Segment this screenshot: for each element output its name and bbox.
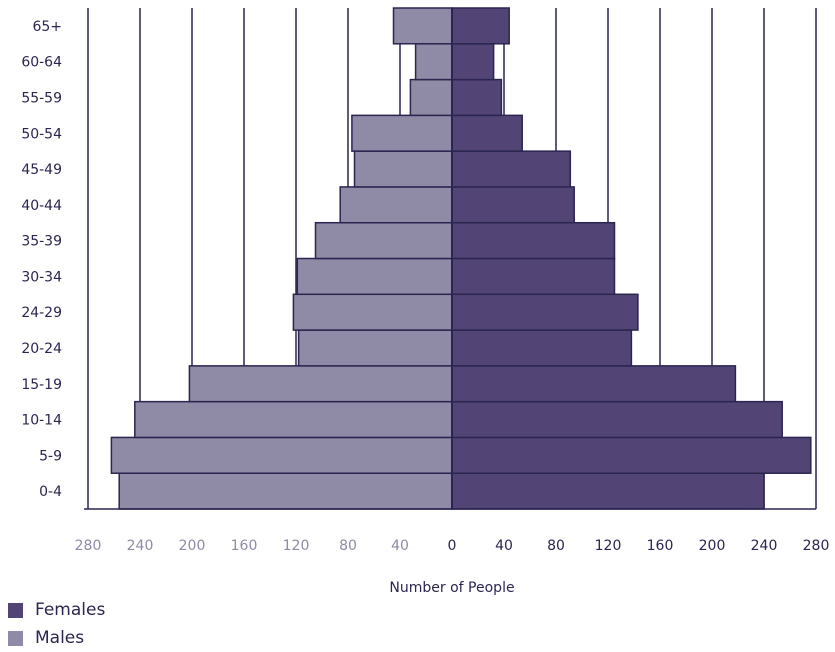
- bar-males-35-39: [314, 221, 453, 260]
- bar-females-15-19: [451, 365, 737, 403]
- y-tick-label: 65+: [32, 19, 62, 35]
- x-tick-label: 80: [547, 538, 565, 554]
- legend-swatch-females: [8, 602, 23, 618]
- bar-males-0-4: [118, 472, 453, 510]
- bar-females-50-54: [451, 114, 523, 152]
- x-tick-label: 160: [647, 538, 674, 554]
- bar-females-45-49: [451, 150, 572, 188]
- legend-label-males: Males: [35, 628, 85, 648]
- bar-males-10-14: [134, 400, 453, 439]
- legend-item-females: Females: [8, 596, 105, 624]
- x-tick-labels: 280 240 200 160 120 80 40 0 40 80 120 160 200 240 280: [75, 538, 830, 554]
- bar-females-60-64: [451, 43, 495, 81]
- x-tick-label: 240: [751, 538, 778, 554]
- x-tick-label: 200: [179, 538, 206, 554]
- legend-label-females: Females: [35, 600, 106, 620]
- x-tick-label: 160: [231, 538, 258, 554]
- bar-males-55-59: [409, 78, 453, 117]
- y-tick-label: 10-14: [21, 413, 62, 429]
- bar-females-40-44: [451, 186, 575, 224]
- bars-group: [110, 7, 812, 510]
- x-tick-label: 0: [448, 538, 457, 554]
- bar-females-35-39: [451, 221, 616, 260]
- bar-males-15-19: [188, 365, 453, 403]
- bar-females-10-14: [451, 400, 783, 439]
- x-axis-label: Number of People: [389, 580, 514, 596]
- y-tick-label: 30-34: [21, 269, 62, 285]
- x-tick-label: 120: [283, 538, 310, 554]
- x-tick-label: 240: [127, 538, 154, 554]
- legend-item-males: Males: [8, 624, 105, 652]
- y-tick-label: 60-64: [21, 55, 62, 71]
- bar-females-20-24: [451, 329, 633, 367]
- bar-males-5-9: [110, 436, 453, 474]
- bar-males-24-29: [292, 293, 453, 331]
- legend-swatch-males: [8, 630, 23, 646]
- x-tick-label: 280: [803, 538, 830, 554]
- y-tick-label: 55-59: [21, 90, 62, 106]
- bar-males-30-34: [296, 257, 453, 296]
- y-tick-label: 0-4: [39, 484, 62, 500]
- bar-males-40-44: [339, 186, 453, 224]
- bar-males-60-64: [414, 43, 453, 81]
- y-tick-label: 24-29: [21, 305, 62, 321]
- x-tick-label: 200: [699, 538, 726, 554]
- y-tick-label: 40-44: [21, 198, 62, 214]
- x-tick-label: 120: [595, 538, 622, 554]
- bar-females-65+: [451, 7, 510, 45]
- x-tick-label: 80: [339, 538, 357, 554]
- bar-females-30-34: [451, 257, 616, 296]
- y-tick-label: 5-9: [39, 448, 62, 464]
- legend: Females Males: [8, 596, 105, 652]
- bar-males-50-54: [351, 114, 453, 152]
- y-tick-label: 45-49: [21, 162, 62, 178]
- bar-males-45-49: [353, 150, 453, 188]
- bar-females-0-4: [451, 472, 765, 510]
- bar-females-55-59: [451, 78, 503, 117]
- y-tick-label: 35-39: [21, 234, 62, 250]
- bar-females-24-29: [451, 293, 639, 331]
- y-tick-label: 20-24: [21, 341, 62, 357]
- x-tick-label: 40: [391, 538, 409, 554]
- y-tick-label: 15-19: [21, 377, 62, 393]
- y-tick-labels: 0-4 5-9 10-14 15-19 20-24 24-29 30-34 35-39 40-4…: [21, 19, 62, 500]
- x-tick-label: 40: [495, 538, 513, 554]
- bar-males-20-24: [297, 329, 453, 367]
- y-tick-label: 50-54: [21, 126, 62, 142]
- x-tick-label: 280: [75, 538, 102, 554]
- bar-females-5-9: [451, 436, 812, 474]
- bar-males-65+: [392, 7, 453, 45]
- population-pyramid-chart: 0-4 5-9 10-14 15-19 20-24 24-29 30-34 35-39 40-4…: [21, 7, 830, 596]
